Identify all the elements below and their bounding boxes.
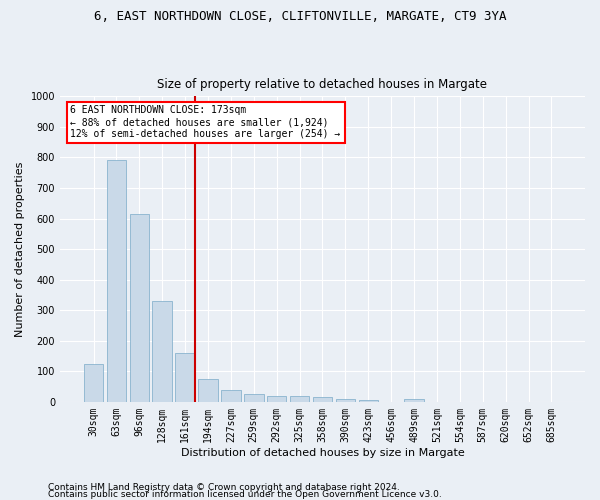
Bar	[130, 214, 149, 402]
Bar	[152, 301, 172, 402]
Text: Contains HM Land Registry data © Crown copyright and database right 2024.: Contains HM Land Registry data © Crown c…	[48, 484, 400, 492]
Bar	[198, 379, 218, 402]
Text: Contains public sector information licensed under the Open Government Licence v3: Contains public sector information licen…	[48, 490, 442, 499]
Bar	[290, 396, 309, 402]
Bar	[267, 396, 286, 402]
Bar	[313, 398, 332, 402]
Bar	[244, 394, 263, 402]
Text: 6, EAST NORTHDOWN CLOSE, CLIFTONVILLE, MARGATE, CT9 3YA: 6, EAST NORTHDOWN CLOSE, CLIFTONVILLE, M…	[94, 10, 506, 23]
Bar	[221, 390, 241, 402]
X-axis label: Distribution of detached houses by size in Margate: Distribution of detached houses by size …	[181, 448, 464, 458]
Bar	[335, 399, 355, 402]
Bar	[175, 353, 195, 402]
Title: Size of property relative to detached houses in Margate: Size of property relative to detached ho…	[157, 78, 487, 91]
Bar	[359, 400, 378, 402]
Bar	[84, 364, 103, 402]
Bar	[404, 399, 424, 402]
Y-axis label: Number of detached properties: Number of detached properties	[15, 162, 25, 337]
Bar	[107, 160, 126, 402]
Text: 6 EAST NORTHDOWN CLOSE: 173sqm
← 88% of detached houses are smaller (1,924)
12% : 6 EAST NORTHDOWN CLOSE: 173sqm ← 88% of …	[70, 106, 341, 138]
